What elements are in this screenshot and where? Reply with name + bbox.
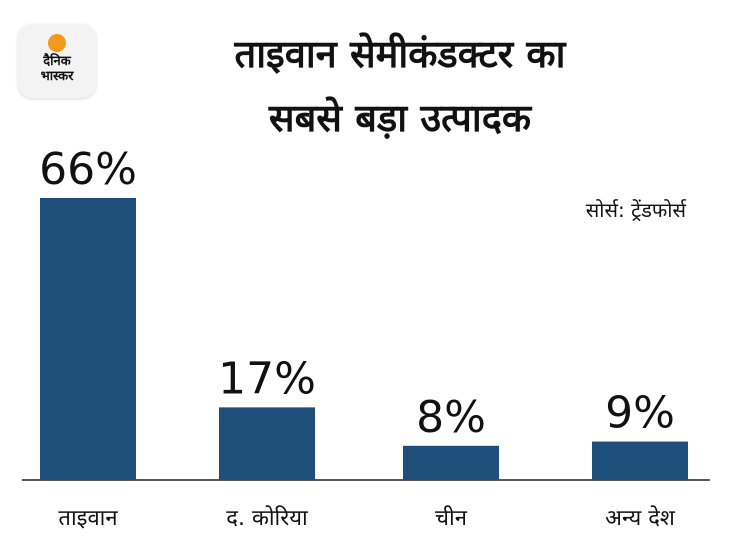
- category-label-1: द. कोरिया: [226, 505, 308, 531]
- sun-icon: [48, 34, 66, 52]
- bar-3: [592, 441, 688, 480]
- bar-1: [219, 407, 315, 480]
- source-note: सोर्स: ट्रेंडफोर्स: [585, 198, 686, 222]
- logo-text-line1: दैनिक: [43, 54, 71, 69]
- bar-value-label-0: 66%: [39, 144, 137, 195]
- bar-value-label-3: 9%: [605, 388, 675, 439]
- chart-title: ताइवान सेमीकंडक्टर का सबसे बड़ा उत्पादक: [110, 22, 690, 150]
- category-label-0: ताइवान: [58, 506, 118, 531]
- chart-title-line1: ताइवान सेमीकंडक्टर का: [234, 32, 566, 76]
- bar-2: [403, 445, 499, 480]
- category-label-2: चीन: [435, 505, 468, 531]
- chart-title-line2: सबसे बड़ा उत्पादक: [268, 96, 532, 140]
- logo-text-line2: भास्कर: [40, 69, 74, 84]
- category-label-3: अन्य देश: [605, 505, 676, 531]
- logo: दैनिक भास्कर: [18, 24, 96, 98]
- bar-value-label-1: 17%: [218, 353, 316, 404]
- bar-0: [40, 198, 136, 480]
- bar-value-label-2: 8%: [416, 392, 486, 443]
